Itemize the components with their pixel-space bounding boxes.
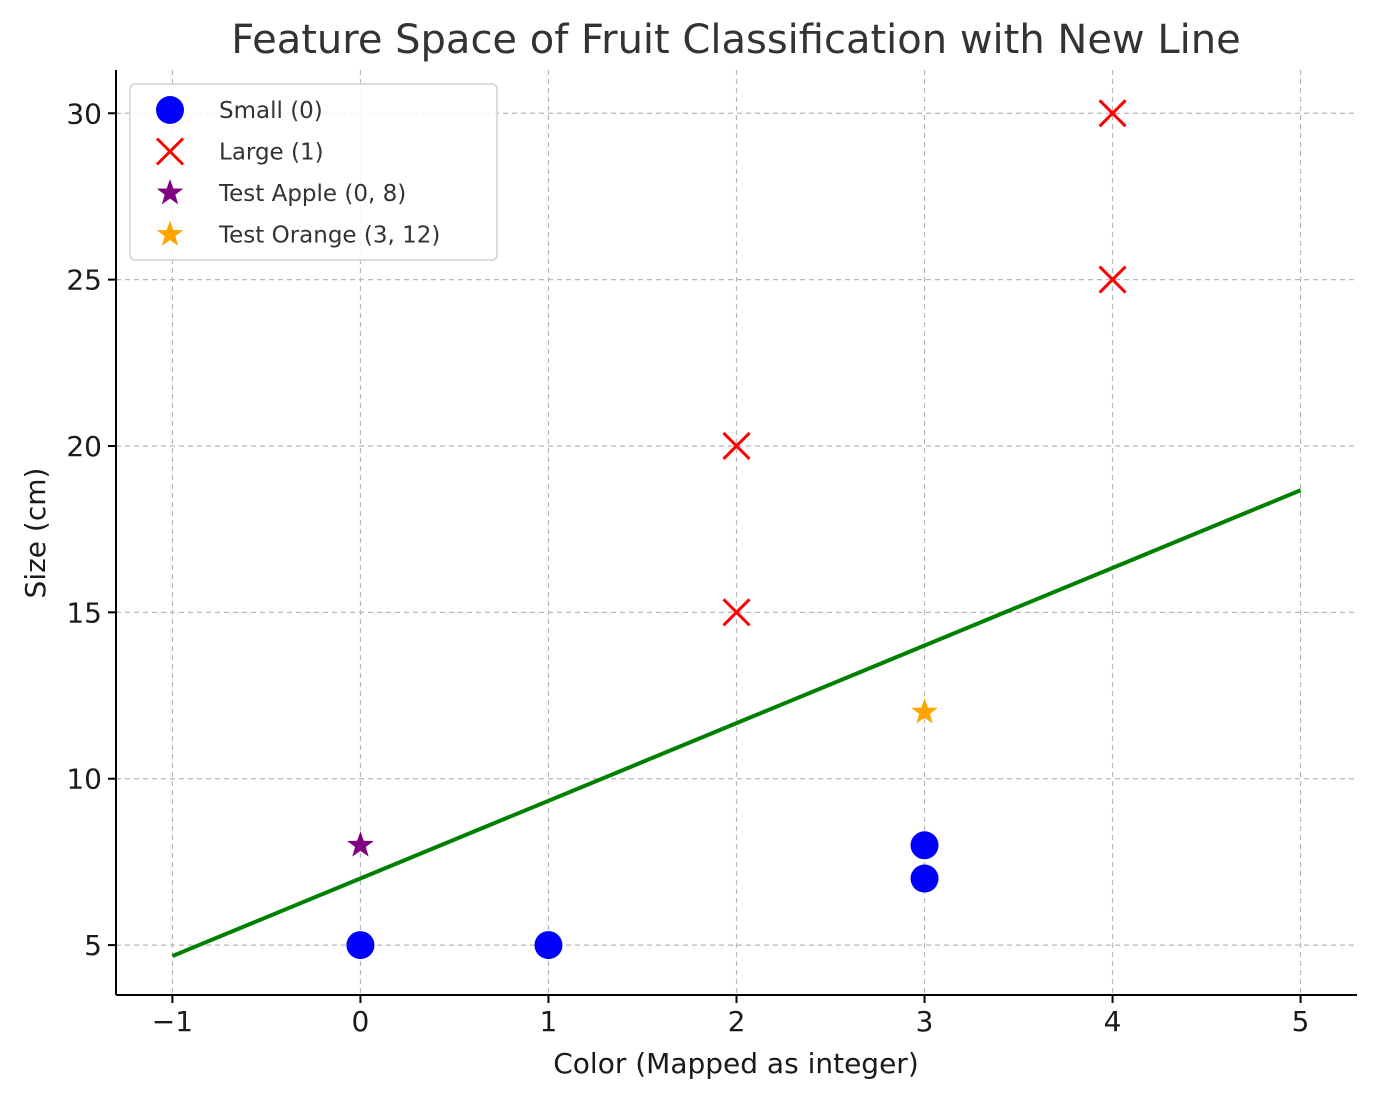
x-tick-label: 2 (728, 1005, 746, 1038)
y-axis-label: Size (cm) (19, 468, 52, 599)
boundary-line (171, 488, 1302, 958)
legend-label: Test Orange (3, 12) (218, 223, 440, 249)
x-tick-label: 1 (540, 1005, 558, 1038)
small-point-circle (910, 831, 939, 860)
large-point-x (1098, 99, 1127, 128)
legend-marker (156, 179, 184, 205)
legend-marker (156, 220, 184, 246)
y-tick-label: 30 (66, 97, 102, 130)
test-point-star (347, 831, 374, 857)
x-marker-stroke (1098, 265, 1127, 294)
small-point-circle (910, 864, 939, 893)
data-points (346, 99, 1127, 960)
x-marker-stroke (1098, 99, 1127, 128)
y-tick-label: 10 (66, 763, 102, 796)
y-tick-label: 15 (66, 596, 102, 629)
x-marker-stroke (722, 598, 751, 627)
x-tick-label: 5 (1292, 1005, 1310, 1038)
legend-label: Large (1) (219, 140, 324, 166)
x-tick-label: 0 (352, 1005, 370, 1038)
legend-box (129, 83, 498, 261)
large-point-x (1098, 265, 1127, 294)
legend-label: Small (0) (219, 98, 323, 124)
legend-marker (156, 96, 184, 124)
small-point-circle (534, 931, 563, 960)
x-tick-label: 4 (1104, 1005, 1122, 1038)
y-tick-label: 5 (84, 929, 102, 962)
x-marker-stroke (722, 431, 751, 461)
legend-label: Test Apple (0, 8) (218, 181, 406, 207)
small-point-circle (346, 931, 375, 960)
x-ticks: −1 0 1 2 3 4 5 (152, 995, 1310, 1038)
x-axis-label: Color (Mapped as integer) (553, 1047, 919, 1080)
large-point-x (722, 598, 751, 627)
legend: Small (0) Large (1) Test Apple (0, 8) Test … (129, 83, 498, 261)
large-point-x (722, 431, 751, 461)
x-tick-label: 3 (916, 1005, 934, 1038)
y-tick-label: 20 (66, 430, 102, 463)
legend-marker (155, 137, 185, 166)
x-tick-label: −1 (152, 1005, 193, 1038)
x-marker-stroke (155, 137, 185, 166)
decision-lines (171, 488, 1302, 958)
y-ticks: 5 10 15 20 25 30 (66, 97, 116, 962)
chart-title: Feature Space of Fruit Classification wi… (231, 17, 1240, 63)
test-point-star (911, 698, 938, 724)
y-tick-label: 25 (66, 264, 102, 297)
